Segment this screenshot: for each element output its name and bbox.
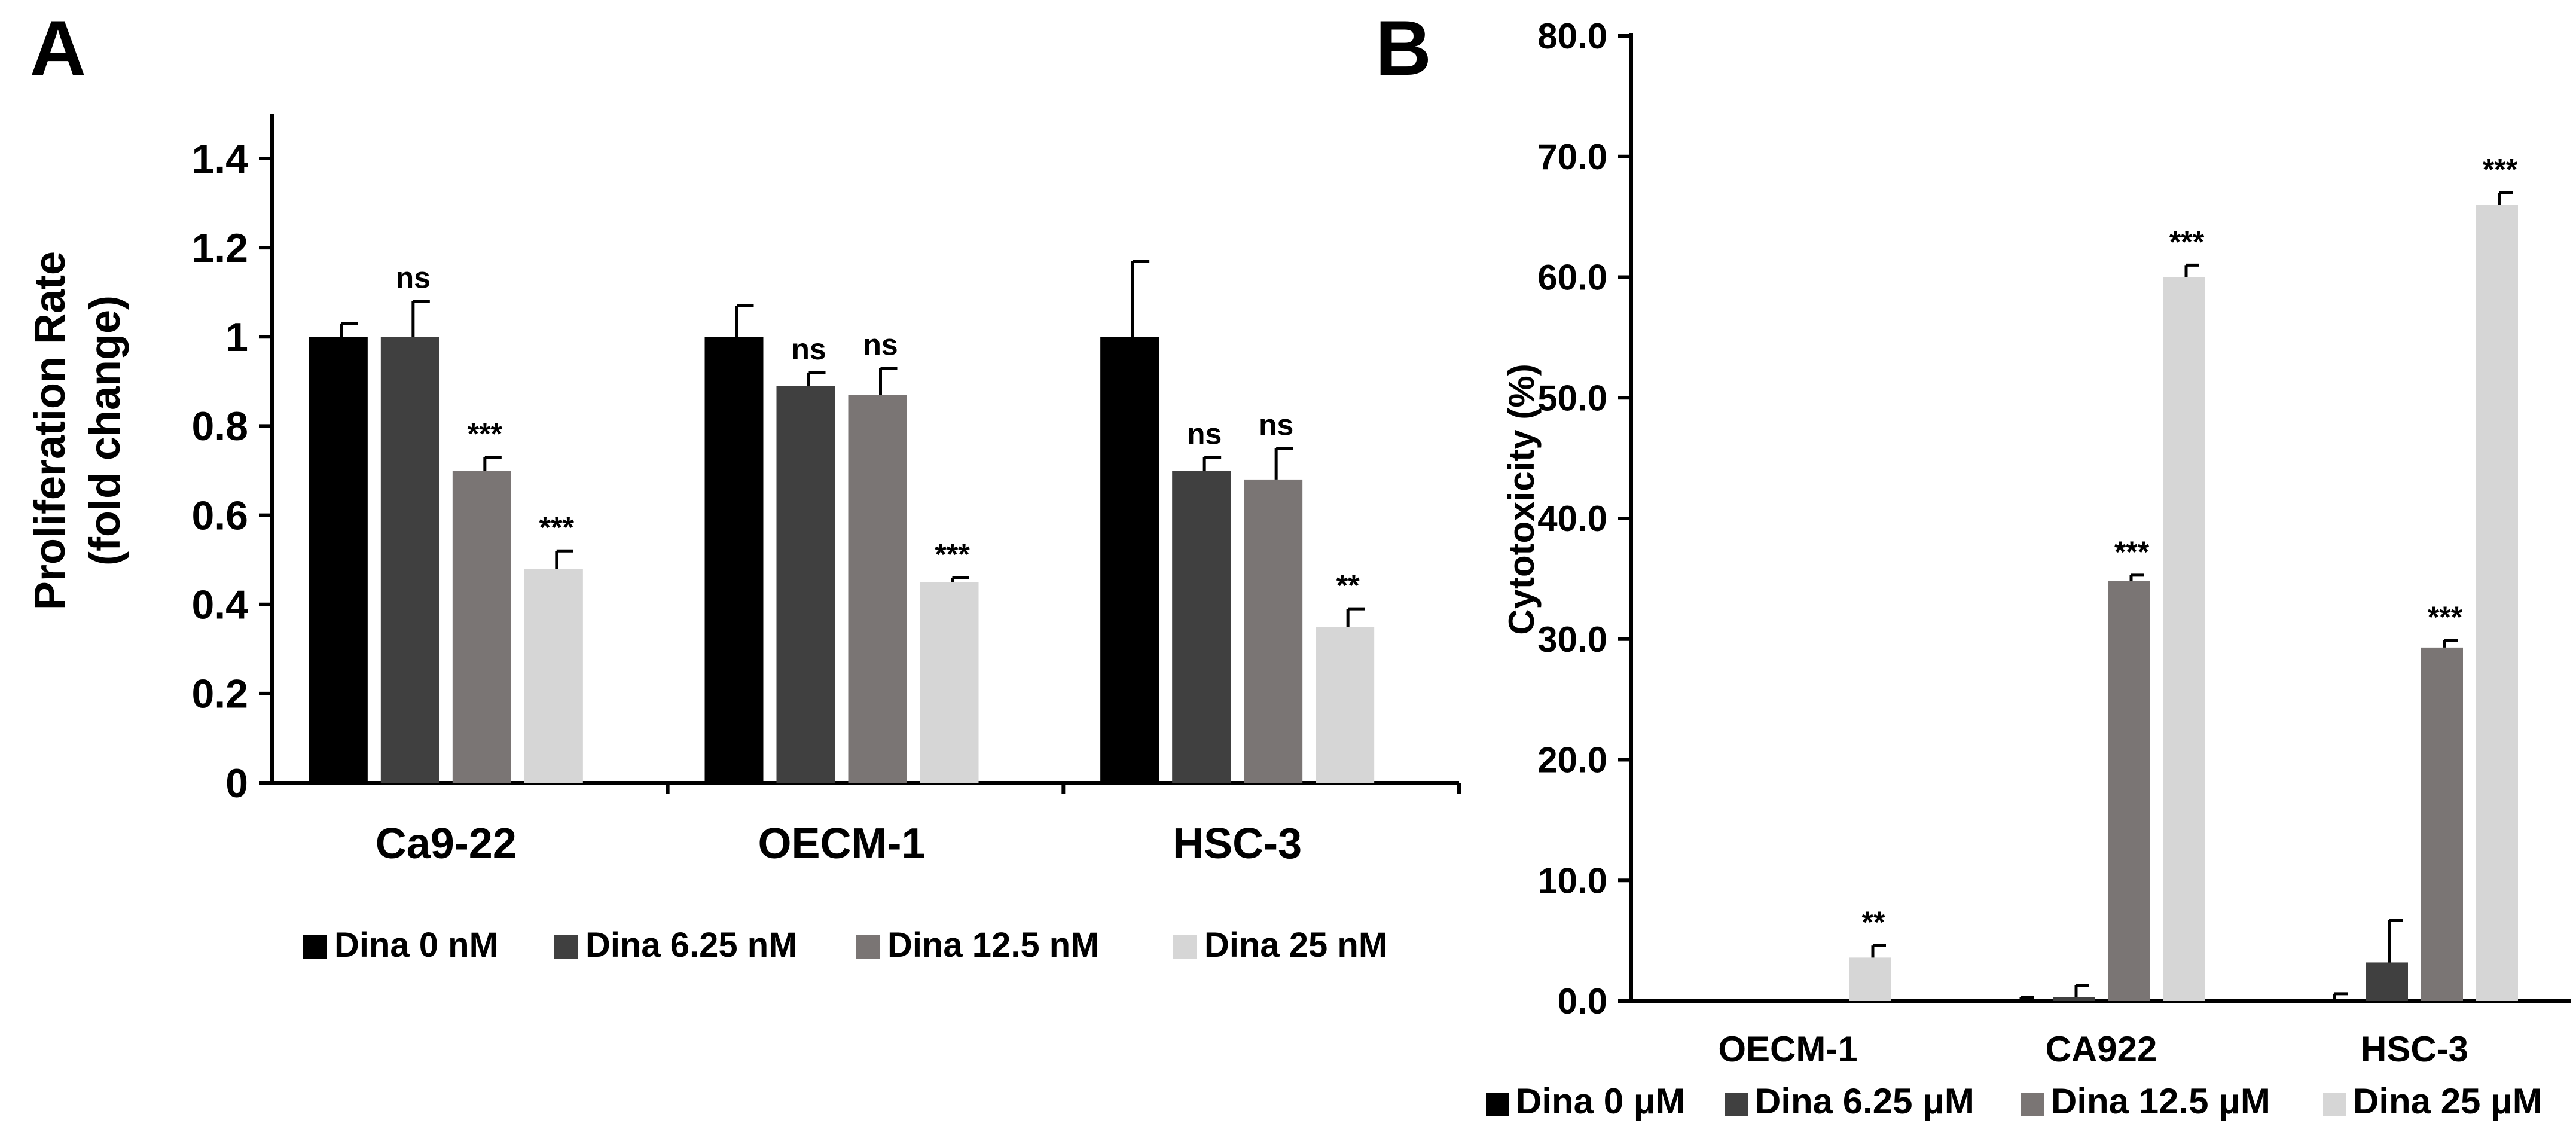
panelB-y-tick-label: 70.0 [1537,137,1607,177]
panelA-bar [776,386,835,783]
panelA-y-tick-label: 0.6 [191,493,248,538]
panelA-legend-label: Dina 0 nM [334,926,498,965]
panelB-legend-swatch [2323,1093,2346,1116]
panelA-significance-label: ns [396,261,431,295]
panelB-significance-label: *** [2114,535,2150,569]
panelB-significance-label: ** [1862,905,1885,939]
panelA-significance-label: ns [791,332,826,366]
panelB-significance-label: *** [2169,225,2205,258]
panelB-y-tick-label: 0.0 [1558,981,1607,1021]
panelB-legend-label: Dina 25 μM [2353,1081,2543,1121]
panelB-bar [2108,581,2150,1001]
panelA-y-tick-label: 0.2 [191,672,248,717]
panelB-bar [2366,962,2408,1001]
panel-b-y-axis-title: Cytotoxicity (%) [1501,364,1542,634]
panelA-bar [1100,337,1159,783]
panelB-bar [1849,957,1891,1001]
panelA-category-label: Ca9-22 [376,820,517,868]
panelA-bar [309,337,368,783]
panelA-bar [380,337,439,783]
panelA-y-tick-label: 1 [225,315,248,360]
panelA-legend-swatch [1173,935,1197,959]
panelA-y-tick-label: 1.2 [191,225,248,271]
panel-a-legend: Dina 0 nM Dina 6.25 nM Dina 12.5 nM Dina 25… [303,926,1387,965]
panelB-y-tick-label: 60.0 [1537,258,1607,298]
panelB-legend-swatch [1486,1093,1509,1116]
panel-a-axes: 0 0.2 0.4 0.6 0.8 1 1.2 1.4 Ca9-22 OECM-1 HSC-3 [191,114,1461,868]
panelB-category-label: HSC-3 [2361,1029,2468,1069]
panel-b-letter: B [1375,4,1432,91]
panelA-y-tick-label: 0.4 [191,582,248,628]
panelB-y-tick-label: 50.0 [1537,378,1607,418]
panelB-y-tick-label: 40.0 [1537,499,1607,539]
panelB-significance-label: *** [2483,152,2518,186]
panelB-y-tick-label: 20.0 [1537,740,1607,780]
panel-a-y-axis-title: Proliferation Rate (fold change) [26,251,129,610]
panelB-legend-label: Dina 0 μM [1516,1081,1685,1121]
panelB-legend-label: Dina 6.25 μM [1755,1081,1974,1121]
panelB-bar [2476,205,2518,1002]
panelA-legend-label: Dina 25 nM [1204,926,1387,965]
panelA-legend-label: Dina 6.25 nM [585,926,798,965]
panel-b-legend: Dina 0 μM Dina 6.25 μM Dina 12.5 μM Dina 25… [1486,1081,2543,1121]
panelA-significance-label: *** [539,511,575,544]
panel-b-chart: B Cytotoxicity (%) 0.0 10.0 20.0 30.0 40.0 50… [1375,4,2571,1121]
panelB-y-tick-label: 10.0 [1537,861,1607,901]
panelA-y-tick-label: 0 [225,761,248,806]
panelB-category-label: OECM-1 [1718,1029,1857,1069]
panelA-significance-label: ns [1187,417,1222,451]
panelA-significance-label: *** [468,417,503,451]
panelA-bar [1172,471,1231,783]
panelA-y-tick-label: 1.4 [191,136,248,182]
panelA-legend-swatch [856,935,880,959]
panelA-category-label: OECM-1 [758,820,925,868]
panelB-legend-swatch [2021,1093,2044,1116]
panelB-legend-label: Dina 12.5 μM [2051,1081,2270,1121]
panel-b-axes: 0.0 10.0 20.0 30.0 40.0 50.0 60.0 70.0 80.0 OECM-… [1537,16,2571,1069]
panelA-bar [452,471,511,783]
panel-a-bars: ns *** *** ns ns *** ns ns ** [309,260,1375,783]
panelB-y-tick-label: 30.0 [1537,620,1607,660]
panelA-significance-label: ns [863,328,898,361]
panelB-category-label: CA922 [2046,1029,2157,1069]
panel-a-chart: A Proliferation Rate (fold change) 00.20… [26,4,1461,965]
panelA-category-label: HSC-3 [1173,820,1302,868]
panelA-legend-swatch [554,935,578,959]
panelB-bar [2163,277,2205,1001]
panelA-legend-swatch [303,935,327,959]
panelA-bar [920,582,979,783]
panelB-y-tick-label: 80.0 [1537,16,1607,56]
panelA-significance-label: ** [1336,569,1360,602]
panelA-significance-label: ns [1259,408,1293,442]
panelB-legend-swatch [1725,1093,1748,1116]
panelB-bar [2053,997,2095,1001]
panel-b-ylabel: Cytotoxicity (%) [1501,364,1542,634]
panel-b-bars: ************** [1849,152,2518,1002]
panel-a-ylabel-line2: (fold change) [81,295,129,566]
panelA-bar [704,337,764,783]
panelA-y-tick-label: 0.8 [191,404,248,449]
panelA-legend-label: Dina 12.5 nM [887,926,1100,965]
panelB-bar [2421,647,2463,1001]
panelA-significance-label: *** [935,538,970,571]
panel-a-letter: A [30,4,86,91]
panelB-significance-label: *** [2428,600,2463,634]
panel-a-ylabel-line1: Proliferation Rate [26,251,74,610]
panelA-bar [1244,479,1303,783]
panelA-bar [1316,627,1375,783]
panelA-bar [848,395,907,783]
panelA-bar [524,569,583,783]
